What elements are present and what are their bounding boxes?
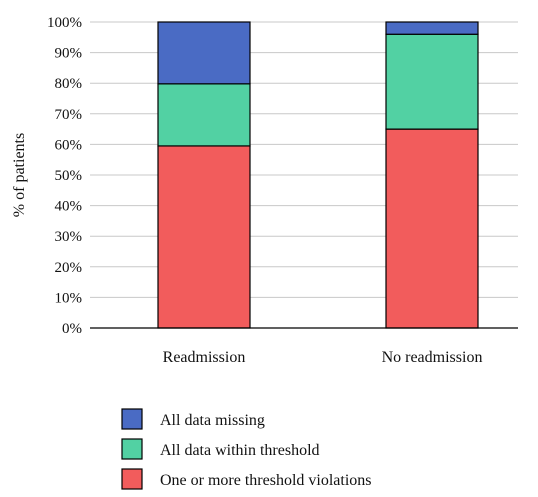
legend-swatch: [121, 438, 143, 460]
x-category-label: Readmission: [163, 349, 246, 366]
y-tick-label: 50%: [55, 168, 83, 184]
y-tick-label: 0%: [62, 321, 82, 337]
bar-segment: [157, 21, 251, 85]
x-category-label: No readmission: [382, 349, 483, 366]
legend-swatch: [121, 408, 143, 430]
legend-label: All data missing: [160, 412, 265, 429]
y-tick-label: 80%: [55, 76, 83, 92]
y-tick-label: 70%: [55, 107, 83, 123]
y-tick-labels: 0% 10% 20% 30% 40% 50% 60% 70% 80% 90% 100%: [47, 15, 82, 337]
y-tick-label: 20%: [55, 260, 83, 276]
legend: All data missing All data within threshol…: [121, 408, 372, 490]
bars: [157, 21, 479, 329]
y-tick-label: 40%: [55, 199, 83, 215]
legend-label: All data within threshold: [160, 442, 320, 459]
legend-label: One or more threshold violations: [160, 472, 372, 489]
bar-segment: [157, 145, 251, 329]
bar-segment: [385, 21, 479, 35]
x-category-labels: Readmission No readmission: [163, 349, 483, 366]
y-tick-label: 30%: [55, 229, 83, 245]
y-tick-label: 10%: [55, 290, 83, 306]
bar-segment: [157, 83, 251, 147]
legend-swatch: [121, 468, 143, 490]
y-axis-title: % of patients: [11, 133, 28, 217]
y-tick-label: 100%: [47, 15, 82, 31]
y-tick-label: 90%: [55, 46, 83, 62]
y-tick-label: 60%: [55, 137, 83, 153]
bar-segment: [385, 128, 479, 329]
bar-segment: [385, 33, 479, 130]
